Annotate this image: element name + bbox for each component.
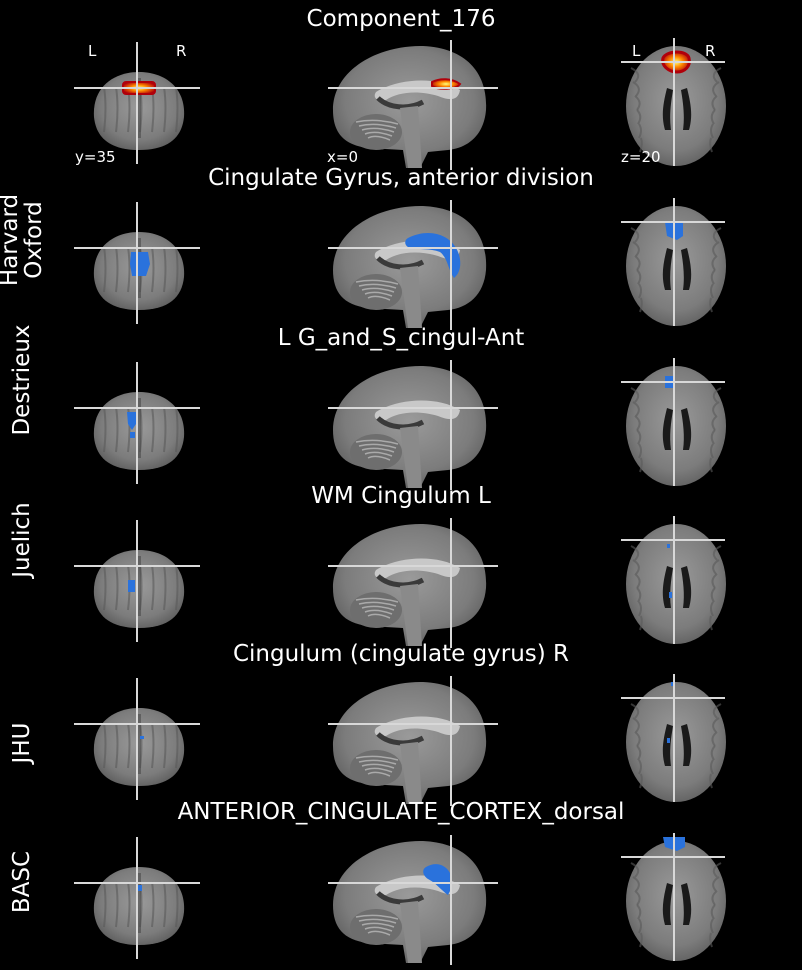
y-coordinate: y=35 (75, 148, 116, 166)
atlas-label: Juelich (0, 470, 44, 610)
row-title: Cingulum (cingulate gyrus) R (232, 641, 570, 667)
axial-slice (621, 833, 726, 961)
row-title: ANTERIOR_CINGULATE_CORTEX_dorsal (177, 799, 625, 825)
coronal-slice (74, 202, 200, 324)
atlas-label-text: Harvard Oxford (0, 193, 47, 287)
row-title: L G_and_S_cingul-Ant (277, 325, 525, 351)
atlas-label: BASC (0, 812, 44, 952)
axial-slice (621, 674, 726, 802)
coronal-slice (74, 837, 200, 959)
coronal-left-label: L (88, 42, 97, 60)
axial-slice (621, 358, 726, 486)
axial-left-label: L (632, 42, 641, 60)
sagittal-slice (328, 40, 498, 170)
row-title: Component_176 (306, 6, 496, 32)
sagittal-slice (328, 200, 498, 330)
atlas-label-text: Juelich (8, 502, 35, 578)
coronal-slice (74, 678, 200, 800)
x-coordinate: x=0 (327, 148, 358, 166)
row-title: WM Cingulum L (311, 483, 491, 509)
z-coordinate: z=20 (621, 148, 661, 166)
axial-slice (621, 198, 726, 326)
row-title: Cingulate Gyrus, anterior division (208, 165, 594, 191)
axial-slice (621, 38, 726, 166)
coronal-right-label: R (176, 42, 187, 60)
sagittal-slice (328, 360, 498, 490)
coronal-slice (74, 362, 200, 484)
atlas-label-text: JHU (8, 722, 35, 764)
atlas-label: JHU (0, 673, 44, 813)
atlas-label: Destrieux (0, 310, 44, 450)
atlas-label: Harvard Oxford (0, 170, 47, 310)
axial-right-label: R (705, 42, 716, 60)
sagittal-slice (328, 676, 498, 806)
coronal-slice (74, 520, 200, 642)
axial-slice (621, 516, 726, 644)
atlas-label-text: Destrieux (8, 324, 35, 436)
atlas-label-text: BASC (8, 850, 35, 914)
coronal-slice (74, 42, 200, 164)
sagittal-slice (328, 835, 498, 965)
sagittal-slice (328, 518, 498, 648)
